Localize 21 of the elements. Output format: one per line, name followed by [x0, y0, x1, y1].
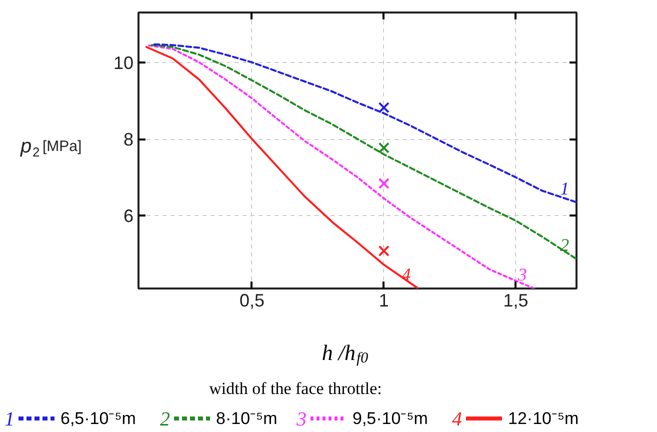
legend-title: width of the face throttle:: [209, 379, 382, 398]
legend-label: 8·10⁻⁵m: [216, 409, 278, 428]
line-series: [145, 46, 420, 288]
legend-label: 6,5·10⁻⁵m: [60, 409, 136, 428]
line-series: [153, 43, 576, 204]
text: 3: [296, 408, 306, 430]
line-series: [148, 44, 536, 288]
x-tick-label: 1,5: [503, 290, 528, 310]
legend-label: 12·10⁻⁵m: [508, 409, 579, 428]
y-tick-label: 6: [123, 206, 134, 226]
text: 2: [160, 408, 170, 430]
legend-label: 9,5·10⁻⁵m: [352, 409, 428, 428]
annotation: 1: [560, 178, 570, 198]
y-tick-label: 10: [113, 52, 134, 73]
annotation: 3: [516, 264, 527, 284]
line-series: [150, 44, 576, 260]
x-tick-label: 1: [378, 290, 389, 310]
y-tick-label: 8: [123, 130, 134, 150]
text: 1: [4, 408, 14, 430]
x-tick-label: 0,5: [239, 290, 264, 310]
text: 4: [452, 408, 462, 430]
